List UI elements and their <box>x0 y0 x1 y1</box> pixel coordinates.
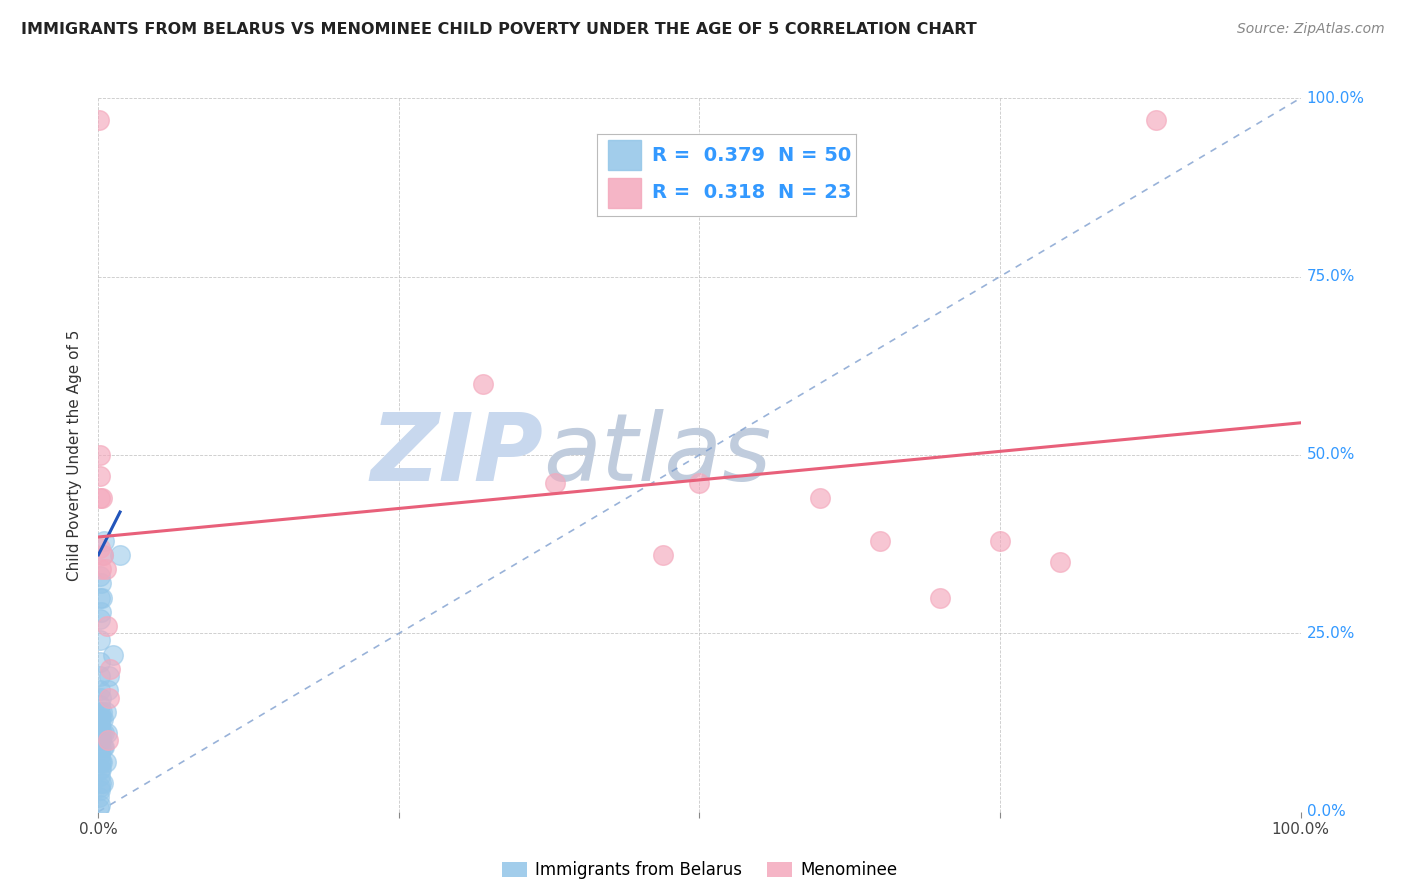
Point <box>98 669 121 683</box>
Point <box>90 762 112 776</box>
Point <box>90 740 112 755</box>
Text: 50.0%: 50.0% <box>1306 448 1355 462</box>
Text: N = 50: N = 50 <box>779 145 852 165</box>
Point <box>91 726 114 740</box>
Point <box>89 755 111 769</box>
Point <box>94 755 117 769</box>
Point <box>688 476 710 491</box>
Point <box>1049 555 1071 569</box>
Point <box>89 762 111 776</box>
Point <box>89 740 111 755</box>
Text: 75.0%: 75.0% <box>1306 269 1355 284</box>
Point <box>89 448 111 462</box>
Point <box>89 790 111 805</box>
Point <box>544 476 567 491</box>
Point <box>101 648 124 662</box>
Point <box>93 740 115 755</box>
Point <box>90 605 112 619</box>
Point <box>91 776 114 790</box>
Point <box>93 533 115 548</box>
Text: IMMIGRANTS FROM BELARUS VS MENOMINEE CHILD POVERTY UNDER THE AGE OF 5 CORRELATIO: IMMIGRANTS FROM BELARUS VS MENOMINEE CHI… <box>21 22 977 37</box>
Point <box>91 755 114 769</box>
Y-axis label: Child Poverty Under the Age of 5: Child Poverty Under the Age of 5 <box>67 329 83 581</box>
Point <box>89 698 111 712</box>
Point <box>90 712 112 726</box>
Point <box>89 633 111 648</box>
Text: R =  0.318: R = 0.318 <box>651 184 765 202</box>
Point <box>91 491 114 505</box>
Point <box>89 669 111 683</box>
Point <box>90 755 112 769</box>
Point <box>100 662 122 676</box>
Point <box>988 533 1011 548</box>
Point <box>91 548 114 562</box>
Point <box>98 690 121 705</box>
Point <box>808 491 831 505</box>
Point <box>90 776 112 790</box>
Point <box>652 548 675 562</box>
Point <box>89 612 111 626</box>
Point <box>93 726 115 740</box>
Point <box>91 712 114 726</box>
Point <box>90 690 112 705</box>
Point <box>869 533 891 548</box>
Text: N = 23: N = 23 <box>779 184 852 202</box>
Point <box>96 726 118 740</box>
Bar <box>607 140 641 169</box>
Point <box>89 569 111 583</box>
Point <box>89 747 111 762</box>
Point <box>89 769 111 783</box>
Legend: Immigrants from Belarus, Menominee: Immigrants from Belarus, Menominee <box>495 855 904 886</box>
Text: 25.0%: 25.0% <box>1306 626 1355 640</box>
Point <box>90 576 112 591</box>
Point <box>89 801 111 815</box>
Text: 0.0%: 0.0% <box>1306 805 1346 819</box>
Text: ZIP: ZIP <box>370 409 543 501</box>
Bar <box>607 178 641 208</box>
Text: 100.0%: 100.0% <box>1306 91 1365 105</box>
Point <box>90 733 112 747</box>
Point <box>89 712 111 726</box>
Point <box>89 783 111 797</box>
Point <box>89 469 111 483</box>
Point <box>91 705 114 719</box>
Point <box>108 548 131 562</box>
Text: atlas: atlas <box>543 409 772 500</box>
Point <box>89 797 111 812</box>
Point <box>89 733 111 747</box>
Point <box>89 655 111 669</box>
Point <box>89 726 111 740</box>
Point <box>89 541 111 555</box>
Point <box>1144 112 1167 127</box>
Point <box>97 683 120 698</box>
Point <box>472 376 495 391</box>
Point <box>89 719 111 733</box>
Point <box>91 591 114 605</box>
Point <box>96 619 118 633</box>
Point <box>89 705 111 719</box>
Point <box>90 562 112 576</box>
Point <box>91 740 114 755</box>
Point <box>928 591 950 605</box>
Point <box>94 562 117 576</box>
Point <box>89 491 111 505</box>
Point <box>97 733 120 747</box>
Point <box>87 112 110 127</box>
Text: Source: ZipAtlas.com: Source: ZipAtlas.com <box>1237 22 1385 37</box>
Point <box>94 705 117 719</box>
Point <box>89 683 111 698</box>
Point <box>89 591 111 605</box>
Point <box>89 780 111 794</box>
Text: R =  0.379: R = 0.379 <box>651 145 765 165</box>
Point <box>91 548 114 562</box>
